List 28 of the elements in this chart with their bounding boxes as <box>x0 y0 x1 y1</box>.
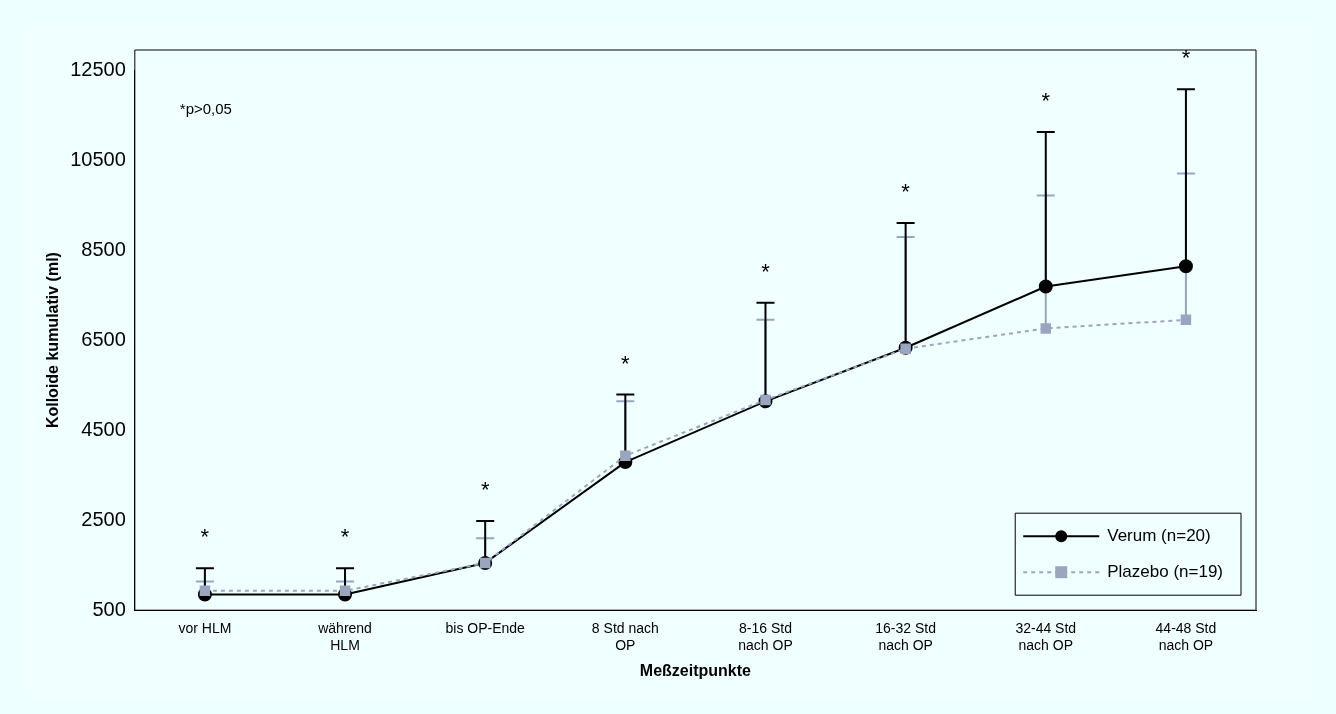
legend-label: Plazebo (n=19) <box>1107 561 1224 581</box>
x-tick-label: 8-16 Std nach OP <box>738 620 793 654</box>
annotation: * <box>340 524 350 550</box>
x-tick-label: 8 Std nach OP <box>591 620 659 654</box>
legend-label: Verum (n=20) <box>1107 525 1211 545</box>
x-tick-label: vor HLM <box>178 620 232 637</box>
y-tick-label: 500 <box>92 597 126 620</box>
annotation: * <box>1041 88 1051 114</box>
annotation: * <box>761 258 771 284</box>
annotation: * <box>901 179 911 205</box>
x-tick-label: während HLM <box>317 620 372 654</box>
annotation: * <box>621 350 631 376</box>
y-tick-label: 4500 <box>81 417 126 440</box>
annotation: * <box>200 524 210 550</box>
annotation: *p>0,05 <box>179 100 232 118</box>
annotation: * <box>1181 45 1191 71</box>
y-tick-label: 12500 <box>70 57 126 80</box>
x-tick-label: bis OP-Ende <box>445 620 526 637</box>
y-tick-label: 8500 <box>81 237 126 260</box>
y-tick-label: 10500 <box>70 147 126 170</box>
x-tick-label: 44-48 Std nach OP <box>1155 620 1217 654</box>
annotation: * <box>480 477 490 503</box>
y-tick-label: 6500 <box>81 327 126 350</box>
x-axis-title: Meßzeitpunkte <box>639 661 752 679</box>
y-tick-label: 2500 <box>81 507 126 530</box>
x-tick-label: 32-44 Std nach OP <box>1015 620 1077 654</box>
x-tick-label: 16-32 Std nach OP <box>875 620 936 654</box>
y-axis-title: Kolloide kumulativ (ml) <box>44 252 62 429</box>
